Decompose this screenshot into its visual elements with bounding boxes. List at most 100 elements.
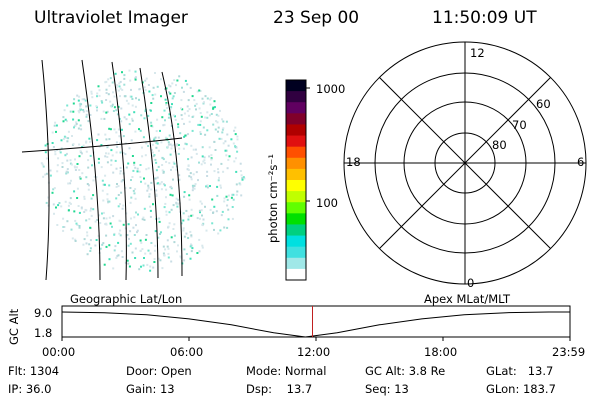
uv-pixel (167, 256, 170, 259)
uv-pixel (153, 138, 156, 141)
uv-pixel (61, 162, 64, 165)
uv-pixel (114, 72, 117, 75)
uv-pixel (213, 228, 215, 231)
uv-pixel (40, 162, 43, 165)
uv-pixel (74, 219, 77, 222)
uv-pixel (60, 139, 63, 142)
uv-pixel (134, 247, 137, 250)
uv-pixel (157, 257, 160, 260)
uv-pixel (181, 108, 184, 111)
uv-pixel (222, 120, 225, 123)
uv-pixel (184, 142, 187, 145)
uv-pixel (121, 256, 124, 258)
uv-pixel (78, 225, 81, 227)
mlt-label-18: 18 (346, 155, 361, 169)
uv-pixel (183, 112, 186, 115)
uv-pixel (96, 95, 98, 98)
uv-pixel (60, 147, 63, 150)
uv-pixel (71, 135, 73, 137)
uv-pixel (151, 149, 153, 151)
uv-pixel (188, 198, 191, 201)
uv-pixel (175, 197, 178, 200)
uv-pixel (154, 230, 157, 233)
uv-pixel (231, 217, 234, 220)
uv-pixel (149, 269, 152, 272)
uv-pixel (106, 198, 109, 201)
uv-pixel (239, 162, 242, 165)
uv-pixel (85, 176, 88, 179)
uv-pixel (66, 120, 68, 123)
geo-meridian (139, 67, 159, 279)
uv-pixel (155, 130, 158, 133)
uv-pixel (173, 143, 176, 146)
colorbar-segment (286, 180, 306, 192)
uv-pixel (168, 91, 171, 94)
uv-pixel (97, 161, 100, 164)
uv-pixel (66, 159, 69, 162)
uv-pixel (175, 168, 178, 171)
uv-pixel (64, 200, 67, 203)
uv-pixel (127, 262, 130, 265)
uv-pixel (176, 205, 179, 208)
uv-pixel (83, 238, 86, 241)
uv-pixel (154, 158, 157, 161)
uv-pixel (65, 172, 68, 175)
uv-pixel (192, 186, 195, 189)
uv-pixel (169, 92, 172, 95)
uv-pixel (194, 183, 197, 186)
uv-pixel (80, 206, 83, 209)
uv-pixel (190, 178, 193, 181)
uv-pixel (182, 90, 185, 93)
uv-pixel (149, 109, 152, 112)
uv-pixel (199, 90, 202, 92)
uv-pixel (81, 98, 84, 101)
colorbar-segment (286, 91, 306, 103)
uv-pixel (187, 215, 190, 218)
uv-pixel (200, 202, 203, 205)
uv-pixel (219, 109, 221, 112)
colorbar-segment (286, 246, 306, 259)
uv-pixel (147, 249, 150, 252)
uv-pixel (128, 237, 130, 240)
uv-pixel (201, 97, 204, 100)
uv-pixel (197, 179, 199, 182)
uv-pixel (187, 218, 190, 221)
uv-pixel (123, 95, 126, 98)
uv-pixel (49, 174, 52, 177)
uv-pixel (199, 133, 202, 135)
uv-pixel (73, 210, 76, 213)
uv-pixel (230, 196, 233, 199)
uv-pixel (159, 233, 161, 235)
uv-pixel (96, 139, 99, 142)
uv-pixel (98, 94, 101, 97)
uv-pixel (190, 234, 193, 237)
uv-pixel (84, 99, 87, 102)
uv-pixel (138, 128, 140, 131)
uv-pixel (69, 159, 72, 162)
uv-pixel (165, 137, 168, 140)
uv-pixel (177, 198, 180, 201)
info-flt: Flt: 1304 (8, 364, 60, 378)
uv-pixel (170, 236, 173, 239)
uv-pixel (104, 174, 107, 177)
uv-pixel (80, 103, 83, 106)
uv-pixel (108, 184, 111, 187)
uv-pixel (212, 211, 214, 214)
uv-pixel (130, 196, 133, 199)
uv-pixel (206, 111, 209, 114)
uv-pixel (136, 167, 139, 170)
uv-pixel (105, 152, 107, 155)
uv-pixel (66, 168, 69, 171)
uv-pixel (113, 128, 116, 131)
uv-pixel (144, 79, 147, 82)
uv-pixel (139, 176, 142, 179)
uv-pixel (167, 116, 170, 119)
colorbar-segment (286, 168, 306, 181)
uv-pixel (157, 149, 160, 152)
uv-pixel (153, 249, 156, 252)
uv-pixel (201, 146, 204, 149)
uv-pixel (85, 115, 88, 118)
uv-pixel (119, 151, 122, 154)
uv-pixel (120, 120, 123, 123)
uv-pixel (143, 86, 146, 89)
